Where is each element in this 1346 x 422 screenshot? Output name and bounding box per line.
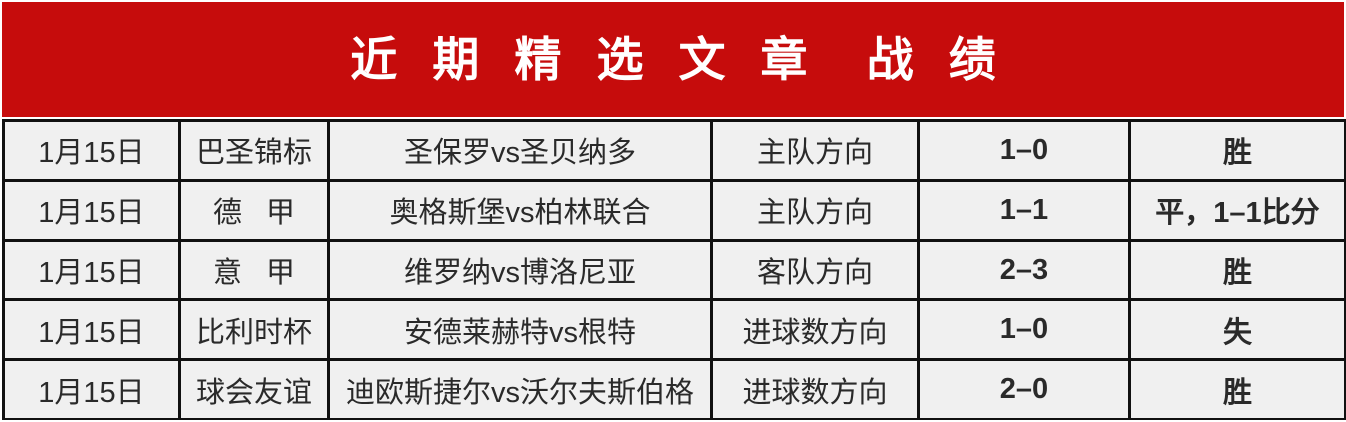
cell-result: 胜	[1128, 119, 1346, 182]
cell-date: 1月15日	[2, 119, 181, 182]
header-banner: 近 期 精 选 文 章 战 绩	[2, 2, 1344, 117]
cell-direction: 进球数方向	[710, 358, 920, 421]
results-table-body: 1月15日 巴圣锦标 圣保罗vs圣贝纳多 主队方向 1–0 胜 1月15日 德 …	[2, 119, 1346, 421]
cell-date: 1月15日	[2, 358, 181, 421]
cell-direction: 进球数方向	[710, 298, 920, 362]
cell-score: 1–0	[917, 298, 1131, 362]
cell-league: 比利时杯	[178, 298, 330, 362]
cell-result: 胜	[1128, 238, 1346, 302]
cell-score: 1–1	[917, 178, 1131, 242]
cell-league: 球会友谊	[178, 358, 330, 421]
cell-result: 胜	[1128, 358, 1346, 421]
cell-date: 1月15日	[2, 178, 181, 242]
cell-league: 德 甲	[178, 178, 330, 242]
cell-score: 2–0	[917, 358, 1131, 421]
cell-direction: 客队方向	[710, 238, 920, 302]
cell-direction: 主队方向	[710, 178, 920, 242]
cell-match: 迪欧斯捷尔vs沃尔夫斯伯格	[327, 358, 713, 421]
table-row: 1月15日 球会友谊 迪欧斯捷尔vs沃尔夫斯伯格 进球数方向 2–0 胜	[2, 358, 1346, 421]
page-title: 近 期 精 选 文 章 战 绩	[350, 33, 1007, 86]
cell-match: 维罗纳vs博洛尼亚	[327, 238, 713, 302]
cell-date: 1月15日	[2, 298, 181, 362]
cell-result: 平，1–1比分	[1128, 178, 1346, 242]
cell-league: 巴圣锦标	[178, 119, 330, 182]
table-row: 1月15日 比利时杯 安德莱赫特vs根特 进球数方向 1–0 失	[2, 298, 1346, 362]
cell-match: 奥格斯堡vs柏林联合	[327, 178, 713, 242]
table-row: 1月15日 德 甲 奥格斯堡vs柏林联合 主队方向 1–1 平，1–1比分	[2, 178, 1346, 242]
cell-result: 失	[1128, 298, 1346, 362]
cell-score: 1–0	[917, 119, 1131, 182]
table-row: 1月15日 意 甲 维罗纳vs博洛尼亚 客队方向 2–3 胜	[2, 238, 1346, 302]
cell-direction: 主队方向	[710, 119, 920, 182]
cell-score: 2–3	[917, 238, 1131, 302]
cell-match: 圣保罗vs圣贝纳多	[327, 119, 713, 182]
cell-match: 安德莱赫特vs根特	[327, 298, 713, 362]
cell-league: 意 甲	[178, 238, 330, 302]
results-table-container: 1月15日 巴圣锦标 圣保罗vs圣贝纳多 主队方向 1–0 胜 1月15日 德 …	[2, 119, 1346, 421]
results-table: 1月15日 巴圣锦标 圣保罗vs圣贝纳多 主队方向 1–0 胜 1月15日 德 …	[2, 119, 1346, 421]
cell-date: 1月15日	[2, 238, 181, 302]
table-row: 1月15日 巴圣锦标 圣保罗vs圣贝纳多 主队方向 1–0 胜	[2, 119, 1346, 182]
